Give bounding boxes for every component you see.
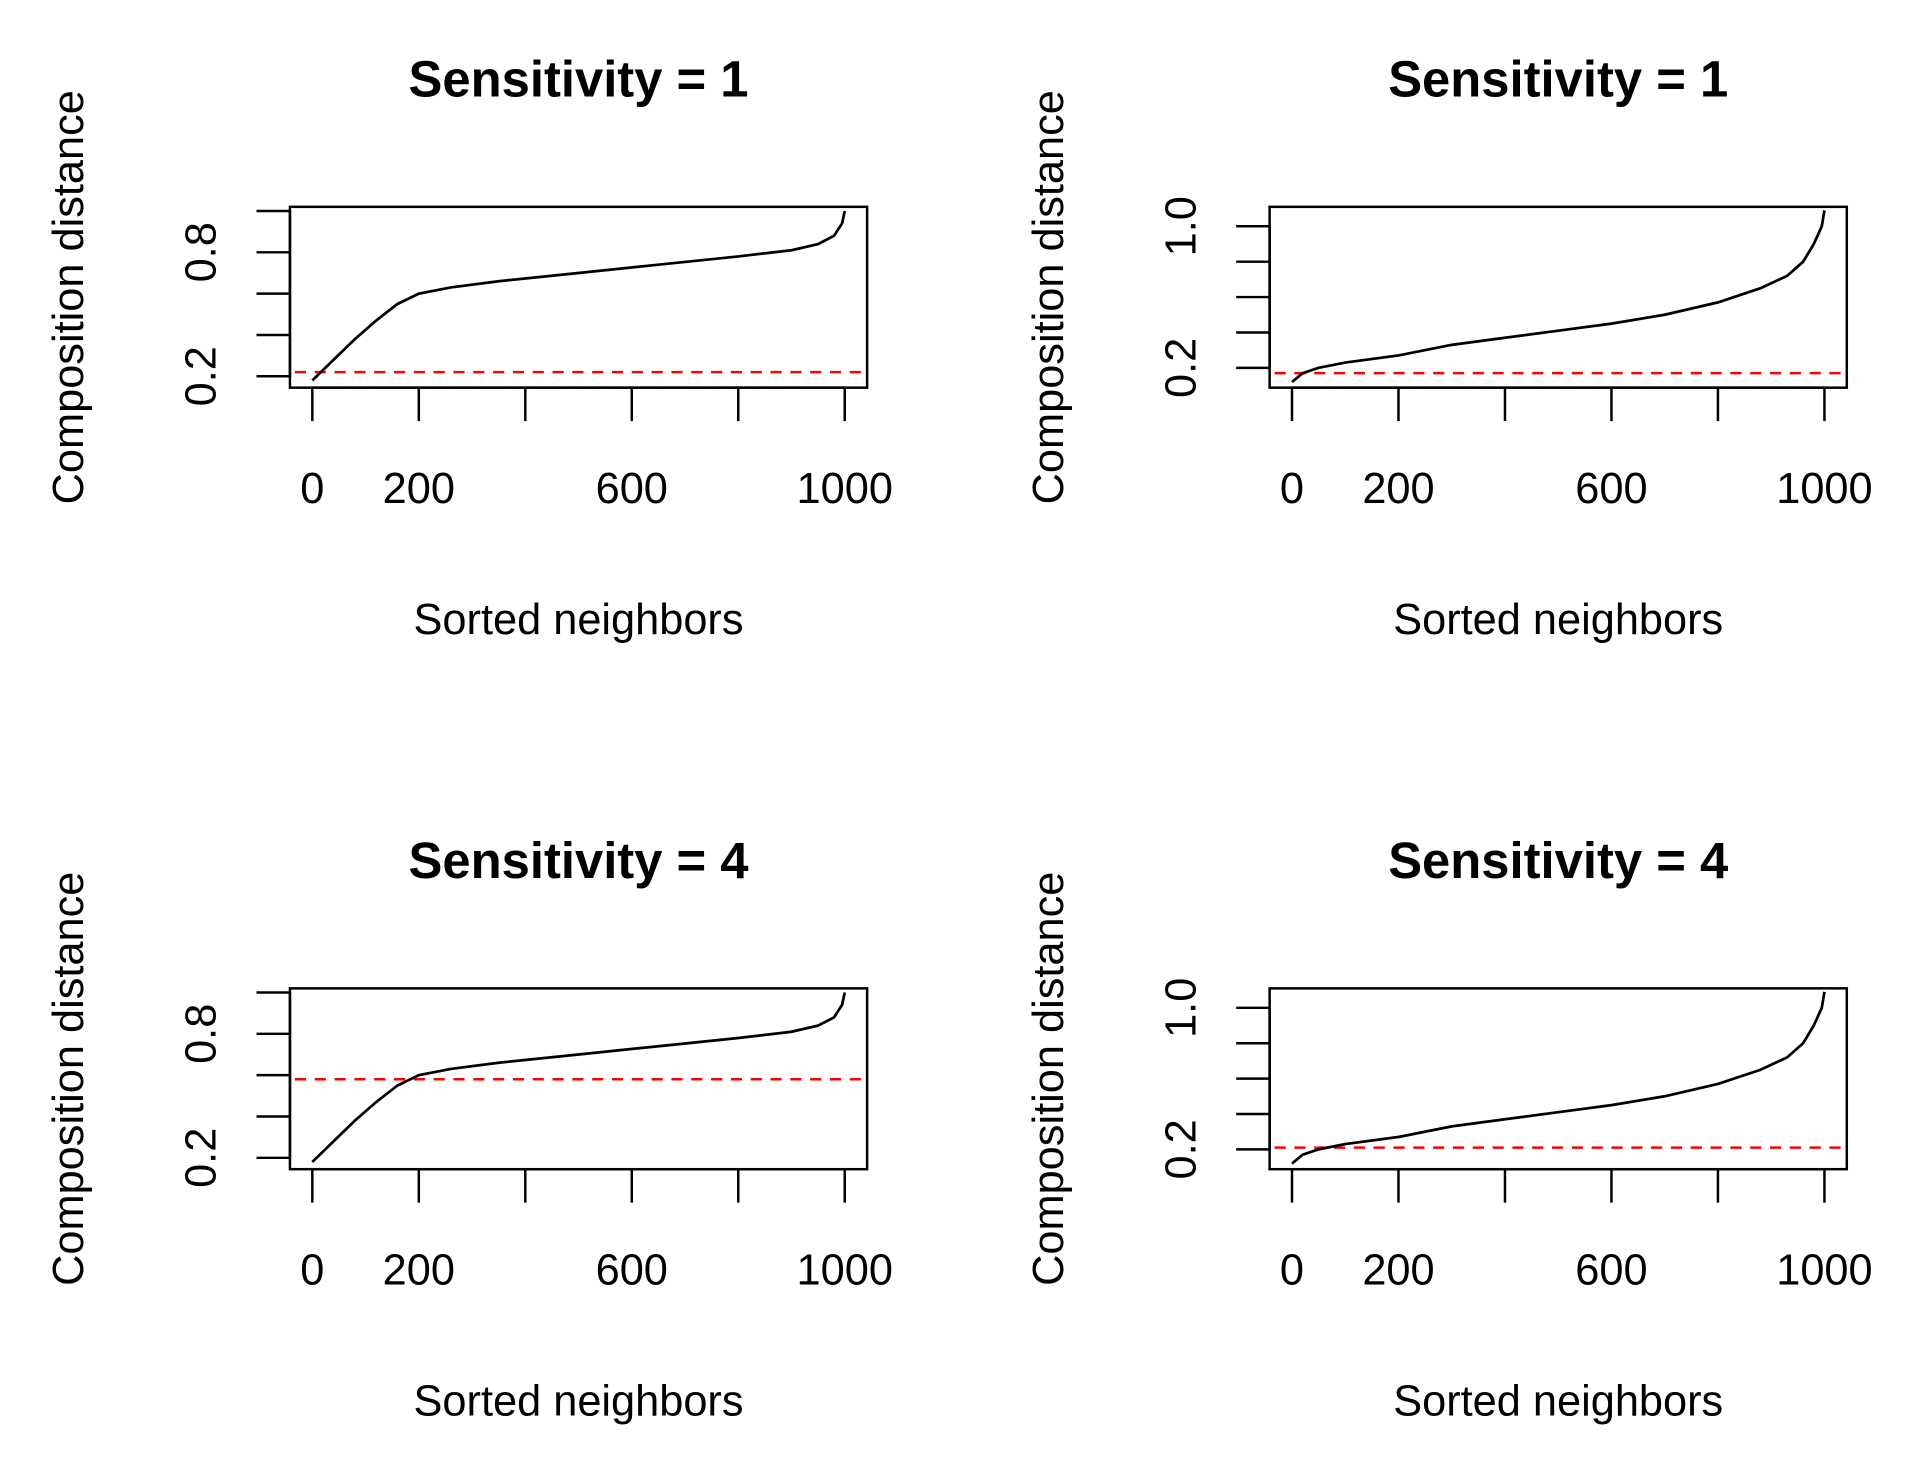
y-tick-label: 0.2 [178, 1128, 226, 1188]
data-line [1291, 991, 1826, 1165]
y-tick-label: 0.8 [178, 1004, 226, 1064]
data-line [311, 992, 847, 1163]
x-tick-label: 1000 [1776, 1246, 1872, 1294]
plot-frame [288, 987, 869, 1171]
y-axis-label: Composition distance [45, 90, 93, 504]
x-axis-label: Sorted neighbors [414, 1378, 744, 1426]
x-tick-label: 600 [596, 465, 668, 513]
chart-title: Sensitivity = 1 [409, 51, 749, 108]
x-tick-label: 0 [300, 1246, 324, 1294]
plot-frame [1268, 205, 1849, 389]
chart-title: Sensitivity = 4 [409, 832, 749, 889]
x-axis-label: Sorted neighbors [1393, 596, 1723, 644]
x-tick-label: 1000 [797, 465, 893, 513]
y-tick-label: 0.2 [1157, 1119, 1205, 1179]
x-tick-label: 1000 [797, 1246, 893, 1294]
data-line [311, 210, 847, 382]
x-tick-label: 200 [383, 465, 455, 513]
y-tick-label: 0.2 [178, 346, 226, 406]
x-tick-label: 0 [1280, 1246, 1304, 1294]
chart-title: Sensitivity = 4 [1388, 832, 1728, 889]
plot-frame [288, 205, 869, 389]
x-tick-label: 0 [1280, 465, 1304, 513]
y-tick-label: 1.0 [1157, 196, 1205, 256]
x-axis-label: Sorted neighbors [414, 596, 744, 644]
x-axis-label: Sorted neighbors [1393, 1378, 1723, 1426]
y-axis-label: Composition distance [45, 872, 93, 1286]
x-tick-label: 200 [383, 1246, 455, 1294]
data-line [1291, 210, 1826, 384]
x-tick-label: 1000 [1776, 465, 1872, 513]
y-tick-label: 0.2 [1157, 338, 1205, 398]
x-tick-label: 600 [596, 1246, 668, 1294]
y-axis-label: Composition distance [1025, 90, 1073, 504]
x-tick-label: 600 [1575, 465, 1647, 513]
x-tick-label: 200 [1362, 1246, 1434, 1294]
y-axis-label: Composition distance [1025, 872, 1073, 1286]
y-tick-label: 1.0 [1157, 978, 1205, 1038]
x-tick-label: 0 [300, 465, 324, 513]
x-tick-label: 200 [1362, 465, 1434, 513]
x-tick-label: 600 [1575, 1246, 1647, 1294]
y-tick-label: 0.8 [178, 222, 226, 282]
chart-title: Sensitivity = 1 [1388, 51, 1728, 108]
plot-frame [1268, 987, 1849, 1171]
